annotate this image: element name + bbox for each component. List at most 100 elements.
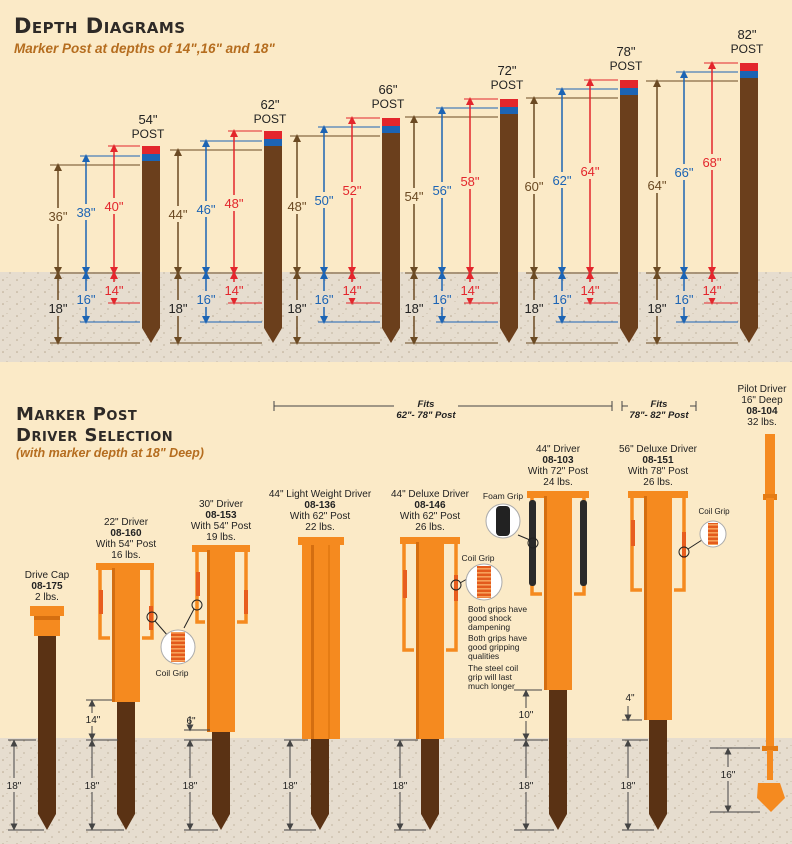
below-16-82: 16" — [674, 292, 693, 307]
driver-post: With 62" Post — [400, 511, 460, 522]
above-16-78: 62" — [552, 173, 571, 188]
below-18-54: 18" — [48, 301, 67, 316]
depth-label: 18" — [621, 781, 636, 792]
fits-a-range: 62"- 78" Post — [396, 410, 456, 421]
above-18-54: 36" — [48, 209, 67, 224]
above-16-66: 50" — [314, 193, 333, 208]
below-18-78: 18" — [524, 301, 543, 316]
post-length-54: 54" — [138, 112, 157, 127]
driver-selection-subtitle: (with marker depth at 18" Deep) — [16, 446, 204, 460]
driver-name: 44" Deluxe Driver — [391, 489, 470, 500]
note-1-line2: good shock — [468, 613, 512, 623]
driver-post: With 72" Post — [528, 466, 588, 477]
post-word-78: POST — [610, 59, 643, 73]
depth-post-82: 82" POST 64" 66" 68" 18" 16" 14" — [645, 27, 764, 345]
above-18-62: 44" — [168, 207, 187, 222]
depth-post-72: 72" POST 54" 56" 58" 18" 16" 14" — [402, 63, 524, 345]
driver-code: 08-160 — [110, 528, 142, 539]
fits-b-range: 78"- 82" Post — [629, 410, 689, 421]
driver-weight: 2 lbs. — [35, 592, 59, 603]
depth-label: 18" — [283, 781, 298, 792]
coil-grip-label: Coil Grip — [155, 668, 188, 678]
above-16-62: 46" — [196, 202, 215, 217]
depth-label: 18" — [183, 781, 198, 792]
fits-bracket-62-78: Fits 62"- 78" Post — [273, 397, 613, 421]
below-16-66: 16" — [314, 292, 333, 307]
post-length-66: 66" — [378, 82, 397, 97]
driver-name: 44" Light Weight Driver — [269, 489, 372, 500]
driver-code: 08-151 — [642, 455, 674, 466]
note-2-line2: good gripping — [468, 642, 520, 652]
note-3-line3: much longer — [468, 681, 515, 691]
depth-post-66: 66" POST 48" 50" 52" 18" 16" 14" — [285, 82, 405, 345]
below-14-78: 14" — [580, 283, 599, 298]
gap-label: 10" — [519, 710, 534, 721]
post-word-82: POST — [731, 42, 764, 56]
above-16-72: 56" — [432, 183, 451, 198]
post-word-66: POST — [372, 97, 405, 111]
driver-post: With 62" Post — [290, 511, 350, 522]
fits-a-top: Fits — [418, 399, 435, 410]
below-14-82: 14" — [702, 283, 721, 298]
above-14-66: 52" — [342, 183, 361, 198]
fits-bracket-78-82: Fits 78"- 82" Post — [621, 397, 697, 421]
above-14-54: 40" — [104, 199, 123, 214]
driver-title-line2: Driver Selection — [16, 425, 174, 446]
below-14-66: 14" — [342, 283, 361, 298]
below-14-54: 14" — [104, 283, 123, 298]
driver-pilot-08-104: Pilot Driver 16" Deep 08-104 32 lbs. 16" — [710, 384, 787, 813]
driver-weight: 26 lbs. — [643, 477, 672, 488]
depth-label: 18" — [7, 781, 22, 792]
driver-code: 08-146 — [414, 500, 446, 511]
depth-post-54: 54" POST 36" 38" 40" 18" 16" 14" — [46, 112, 165, 345]
post-word-62: POST — [254, 112, 287, 126]
depth-diagrams-subtitle: Marker Post at depths of 14",16" and 18" — [14, 41, 275, 56]
driver-selection-title: Marker Post Driver Selection — [16, 404, 216, 446]
driver-name: 56" Deluxe Driver — [619, 444, 698, 455]
above-18-66: 48" — [287, 199, 306, 214]
driver-weight: 16 lbs. — [111, 550, 140, 561]
below-16-62: 16" — [196, 292, 215, 307]
fits-b-top: Fits — [651, 399, 668, 410]
note-3-line2: grip will last — [468, 672, 513, 682]
driver-44-08-103: 44" Driver 08-103 With 72" Post 24 lbs. … — [483, 444, 589, 831]
driver-44-deluxe-08-146: 44" Deluxe Driver 08-146 With 62" Post 2… — [389, 489, 527, 831]
post-length-72: 72" — [497, 63, 516, 78]
driver-30-08-153: 30" Driver 08-153 With 54" Post 19 lbs. … — [179, 499, 251, 831]
gap-label: 14" — [86, 715, 101, 726]
driver-name: Drive Cap — [25, 570, 70, 581]
below-14-72: 14" — [460, 283, 479, 298]
note-2-line1: Both grips have — [468, 633, 527, 643]
note-1-line1: Both grips have — [468, 604, 527, 614]
driver-weight: 26 lbs. — [415, 522, 444, 533]
below-16-54: 16" — [76, 292, 95, 307]
driver-code: 08-153 — [205, 510, 237, 521]
above-14-82: 68" — [702, 155, 721, 170]
note-3-line1: The steel coil — [468, 663, 518, 673]
above-16-54: 38" — [76, 205, 95, 220]
driver-post: With 54" Post — [191, 521, 251, 532]
foam-grip-label: Foam Grip — [483, 491, 523, 501]
driver-22-08-160: 22" Driver 08-160 With 54" Post 16 lbs. … — [81, 517, 196, 831]
driver-weight: 22 lbs. — [305, 522, 334, 533]
driver-code: 08-136 — [304, 500, 336, 511]
pilot-depth-label: 16" — [721, 770, 736, 781]
driver-weight: 19 lbs. — [206, 532, 235, 543]
note-1-line3: dampening — [468, 622, 510, 632]
above-14-78: 64" — [580, 164, 599, 179]
driver-weight: 32 lbs. — [747, 417, 776, 428]
driver-post: With 78" Post — [628, 466, 688, 477]
depth-post-62: 62" POST 44" 46" 48" 18" 16" 14" — [166, 97, 287, 345]
driver-name: 44" Driver — [536, 444, 581, 455]
post-length-78: 78" — [616, 44, 635, 59]
driver-name: 22" Driver — [104, 517, 149, 528]
depth-label: 18" — [85, 781, 100, 792]
driver-weight: 24 lbs. — [543, 477, 572, 488]
driver-drive-cap: Drive Cap 08-175 2 lbs. 18" — [3, 570, 70, 831]
driver-56-deluxe-08-151: 56" Deluxe Driver 08-151 With 78" Post 2… — [617, 444, 730, 831]
driver-name: 30" Driver — [199, 499, 244, 510]
driver-name-line2: 16" Deep — [741, 395, 783, 406]
above-16-82: 66" — [674, 165, 693, 180]
below-16-78: 16" — [552, 292, 571, 307]
